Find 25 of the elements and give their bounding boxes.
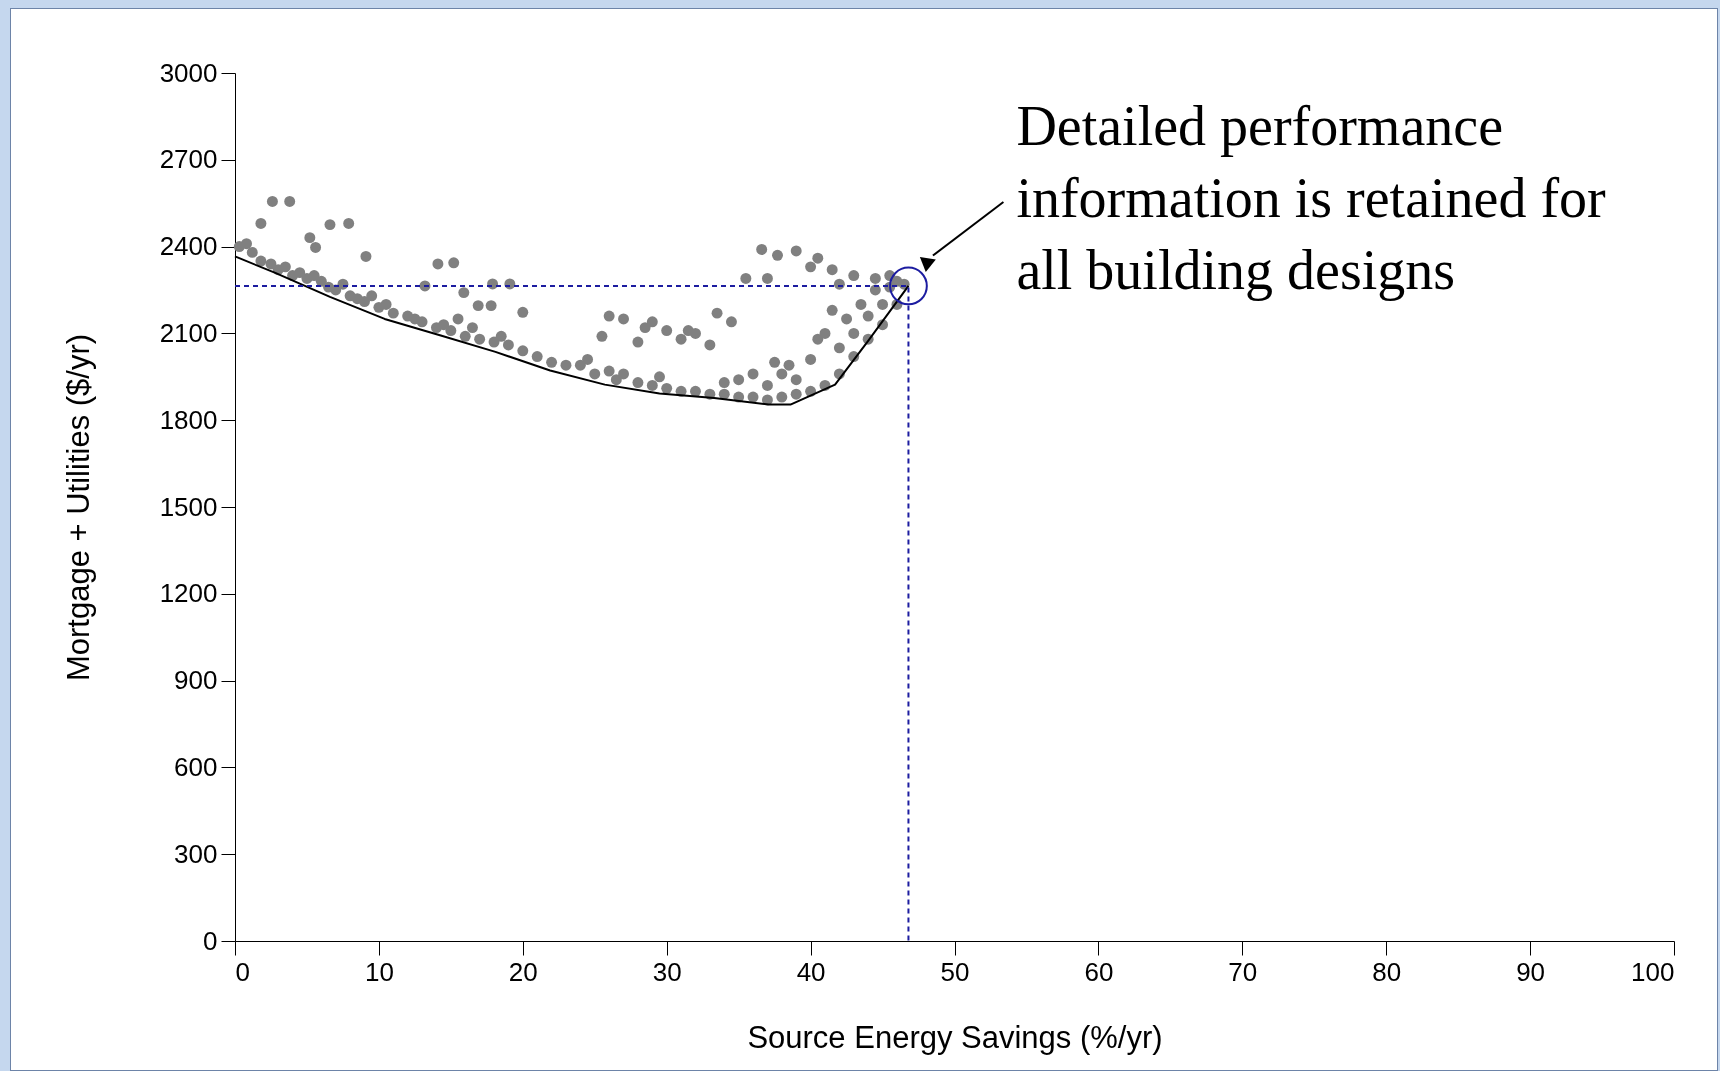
y-tick-label: 2400: [159, 231, 218, 262]
y-tick-label: 0: [203, 925, 218, 956]
y-tick-label: 900: [174, 665, 218, 696]
x-tick-label: 60: [1084, 956, 1114, 987]
x-tick-label: 0: [235, 956, 250, 987]
x-tick-label: 80: [1372, 956, 1402, 987]
x-tick-label: 40: [796, 956, 826, 987]
x-axis-title: Source Energy Savings (%/yr): [747, 1019, 1163, 1055]
y-tick-label: 3000: [159, 57, 218, 88]
x-tick-label: 20: [508, 956, 538, 987]
y-tick-label: 1800: [159, 404, 218, 435]
x-tick-label: 90: [1516, 956, 1546, 987]
x-tick-label: 100: [1631, 956, 1675, 987]
y-tick-label: 2100: [159, 317, 218, 348]
x-tick-label: 10: [364, 956, 394, 987]
y-tick-label: 300: [174, 838, 218, 869]
y-tick-label: 600: [174, 751, 218, 782]
x-tick-label: 70: [1228, 956, 1258, 987]
y-tick-label: 2700: [159, 144, 218, 175]
x-tick-label: 30: [652, 956, 682, 987]
x-tick-label: 50: [940, 956, 970, 987]
y-tick-label: 1200: [159, 578, 218, 609]
y-axis-title: Mortgage + Utilities ($/yr): [60, 333, 96, 682]
y-tick-label: 1500: [159, 491, 218, 522]
annotation: Detailed performance information is retained for all building designs: [1016, 94, 1607, 301]
